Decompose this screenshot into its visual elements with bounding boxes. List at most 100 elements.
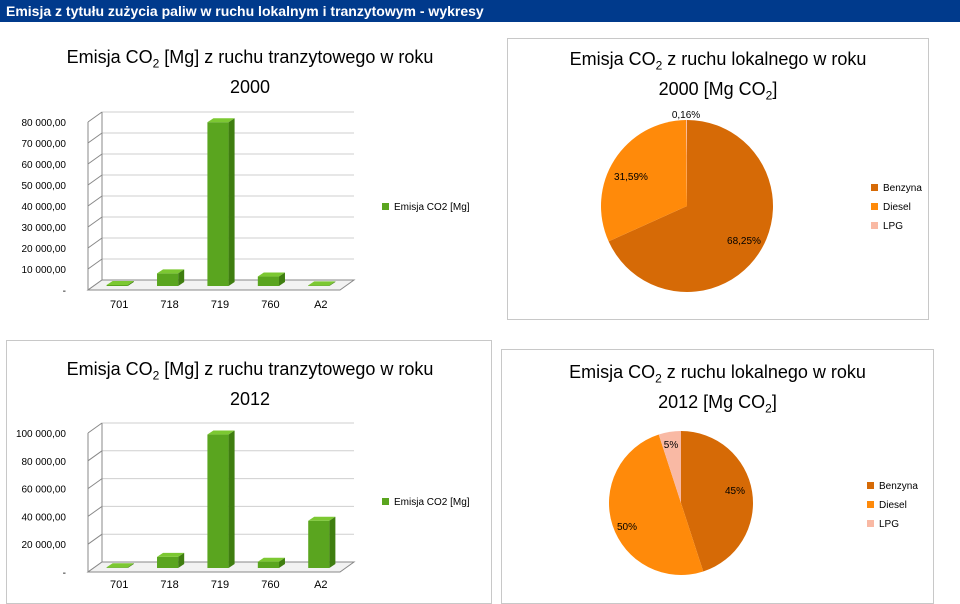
grid-diag: [87, 478, 103, 490]
bar-701: [106, 284, 128, 286]
bar-top-A2: [308, 281, 336, 286]
title-sub2: 2: [765, 401, 772, 416]
bar-718: [157, 273, 179, 286]
bar-side-701: [127, 280, 134, 286]
bar-side-718: [178, 552, 185, 568]
pie-chart-2012-title: Emisja CO2 z ruchu lokalnego w roku 2012…: [501, 361, 934, 420]
bar-top-760: [257, 557, 285, 562]
window-title: Emisja z tytułu zużycia paliw w ruchu lo…: [0, 0, 960, 22]
pie-slice-lpg: [686, 120, 687, 206]
y-tick-label: 40 000,00: [22, 202, 67, 213]
legend-swatch: [382, 203, 389, 210]
bar-side-A2: [329, 516, 336, 568]
title-line2: 2012 [Mg CO: [658, 391, 766, 412]
legend-label: Diesel: [883, 202, 911, 213]
x-tick-label: 760: [261, 579, 279, 591]
title-sub: 2: [152, 56, 160, 71]
bar-top-760: [257, 272, 285, 277]
y-tick-label: 80 000,00: [22, 457, 67, 468]
bar-chart-2000: - 10 000,00 20 000,00 30 000,00 40 000,00 50 …: [22, 111, 470, 311]
bar-760: [257, 561, 279, 568]
bar-chart-2012-panel: [6, 340, 492, 604]
grid-diag: [87, 533, 103, 545]
bar-718: [157, 556, 179, 568]
x-tick-label: 719: [211, 299, 229, 311]
data-label-diesel: 31,59%: [614, 172, 648, 183]
grid-diag: [87, 450, 103, 462]
x-tick-label: 760: [261, 299, 279, 311]
grid-diag: [87, 195, 103, 207]
legend-label: Emisja CO2 [Mg]: [394, 202, 470, 213]
x-tick-label: 701: [110, 299, 128, 311]
pie-slice-lpg: [658, 431, 681, 503]
data-label-benzyna: 45%: [725, 486, 745, 497]
title-text-rest: [Mg] z ruchu tranzytowego w roku: [159, 359, 434, 379]
bar-side-760: [278, 272, 285, 286]
legend-label: LPG: [883, 221, 903, 232]
title-text: Emisja CO: [66, 47, 153, 67]
y-tick-label: 100 000,00: [16, 429, 66, 440]
title-text: Emisja CO: [569, 362, 656, 382]
y-tick-label: 30 000,00: [22, 223, 67, 234]
pie-chart-2000: 68,25% Benzyna 31,59% Diesel 0,16% LPG: [601, 110, 922, 292]
bar-top-718: [157, 269, 185, 274]
title-line2-end: ]: [771, 391, 777, 412]
bar-chart-2012: - 20 000,00 40 000,00 60 000,00 80 000,00 100…: [16, 422, 470, 591]
y-tick-label: -: [63, 568, 66, 579]
title-sub: 2: [655, 58, 663, 73]
pie-slice-benzyna: [608, 120, 773, 292]
title-text-rest: z ruchu lokalnego w roku: [662, 49, 867, 69]
y-tick-label: 20 000,00: [22, 540, 67, 551]
pie-chart-2000-title: Emisja CO2 z ruchu lokalnego w roku 2000…: [507, 48, 929, 107]
y-tick-label: 80 000,00: [22, 118, 67, 129]
title-text-rest: [Mg] z ruchu tranzytowego w roku: [159, 47, 434, 67]
y-tick-label: 60 000,00: [22, 485, 67, 496]
title-line2: 2000 [Mg CO: [658, 78, 766, 99]
bar-top-719: [207, 118, 235, 123]
title-line2: 2012: [229, 388, 271, 409]
data-label-lpg: 0,16%: [672, 110, 700, 121]
pie-slice-diesel: [609, 434, 704, 575]
title-text: Emisja CO: [66, 359, 153, 379]
bar-side-A2: [329, 281, 336, 286]
bar-760: [257, 276, 279, 286]
bar-701: [106, 567, 128, 568]
pie-slice-diesel: [601, 120, 687, 242]
grid-diag: [87, 153, 103, 165]
bar-side-718: [178, 269, 185, 286]
title-sub: 2: [152, 368, 160, 383]
title-text: Emisja CO: [569, 49, 656, 69]
x-tick-label: 719: [211, 579, 229, 591]
title-sub: 2: [655, 371, 662, 386]
x-tick-label: 718: [160, 299, 178, 311]
y-tick-label: 70 000,00: [22, 139, 67, 150]
bar-top-701: [106, 280, 134, 285]
bar-side-719: [228, 430, 235, 568]
x-tick-label: 718: [160, 579, 178, 591]
legend-swatch: [382, 498, 389, 505]
legend-label: Benzyna: [879, 481, 918, 492]
bar-chart-2012-title: Emisja CO2 [Mg] z ruchu tranzytowego w r…: [40, 358, 460, 411]
bar-side-719: [228, 118, 235, 286]
bar-719: [207, 434, 229, 568]
title-line2: 2000: [229, 76, 271, 97]
title-sub2: 2: [765, 88, 773, 103]
x-tick-label: A2: [314, 579, 327, 591]
grid-diag: [87, 505, 103, 517]
grid-diag: [87, 422, 103, 434]
bar-top-A2: [308, 516, 336, 521]
bar-top-719: [207, 430, 235, 435]
y-tick-label: 50 000,00: [22, 181, 67, 192]
bar-side-760: [278, 557, 285, 568]
bar-chart-2000-title: Emisja CO2 [Mg] z ruchu tranzytowego w r…: [40, 46, 460, 99]
data-label-benzyna: 68,25%: [727, 236, 761, 247]
bar-side-701: [127, 563, 134, 568]
grid-diag: [87, 111, 103, 123]
bar-A2: [308, 285, 330, 286]
y-tick-label: 20 000,00: [22, 244, 67, 255]
bar-719: [207, 122, 229, 286]
grid-diag: [87, 174, 103, 186]
legend-swatch: [867, 482, 874, 489]
y-tick-label: 60 000,00: [22, 160, 67, 171]
legend-label: LPG: [879, 519, 899, 530]
